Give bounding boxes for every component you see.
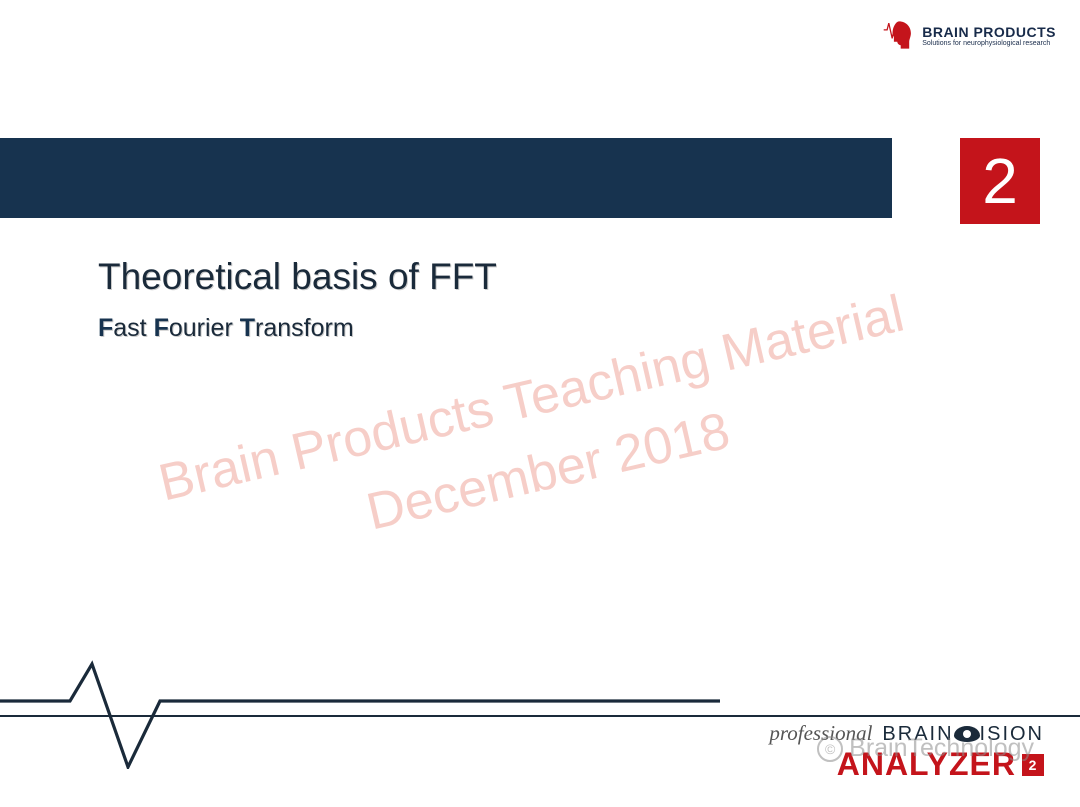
sub-w2: ourier: [169, 314, 240, 342]
bv-prefix: BRAIN: [882, 723, 953, 745]
brand-name: BRAIN PRODUCTS: [922, 24, 1056, 40]
sub-w1: ast: [113, 314, 153, 342]
section-number-badge: 2: [960, 138, 1040, 224]
section-number: 2: [982, 144, 1018, 218]
title-bar: [0, 138, 892, 218]
slide-title: Theoretical basis of FFT: [98, 256, 497, 298]
watermark-line-2: December 2018: [169, 350, 929, 595]
brand-logo: BRAIN PRODUCTS Solutions for neurophysio…: [882, 18, 1056, 52]
analyzer-label: ANALYZER 2: [837, 746, 1044, 783]
sub-f3: T: [240, 314, 255, 342]
brain-vision-label: BRAIN ISION: [882, 723, 1044, 746]
sub-f1: F: [98, 314, 113, 342]
brand-text: BRAIN PRODUCTS Solutions for neurophysio…: [922, 24, 1056, 47]
footer-top-row: professional BRAIN ISION: [769, 721, 1044, 746]
eye-icon: [954, 726, 980, 742]
sub-f2: F: [154, 314, 169, 342]
footer-brand-block: professional BRAIN ISION ANALYZER 2: [769, 721, 1044, 783]
analyzer-text: ANALYZER: [837, 746, 1016, 783]
eeg-wave-icon: [0, 649, 720, 769]
version-badge: 2: [1022, 754, 1044, 776]
bv-suffix: ISION: [980, 723, 1044, 745]
sub-w3: ransform: [255, 314, 354, 342]
slide-subtitle: Fast Fourier Transform: [98, 314, 497, 343]
brand-tagline: Solutions for neurophysiological researc…: [922, 40, 1056, 47]
professional-label: professional: [769, 721, 872, 746]
title-block: Theoretical basis of FFT Fast Fourier Tr…: [98, 256, 497, 343]
head-icon: [882, 18, 916, 52]
